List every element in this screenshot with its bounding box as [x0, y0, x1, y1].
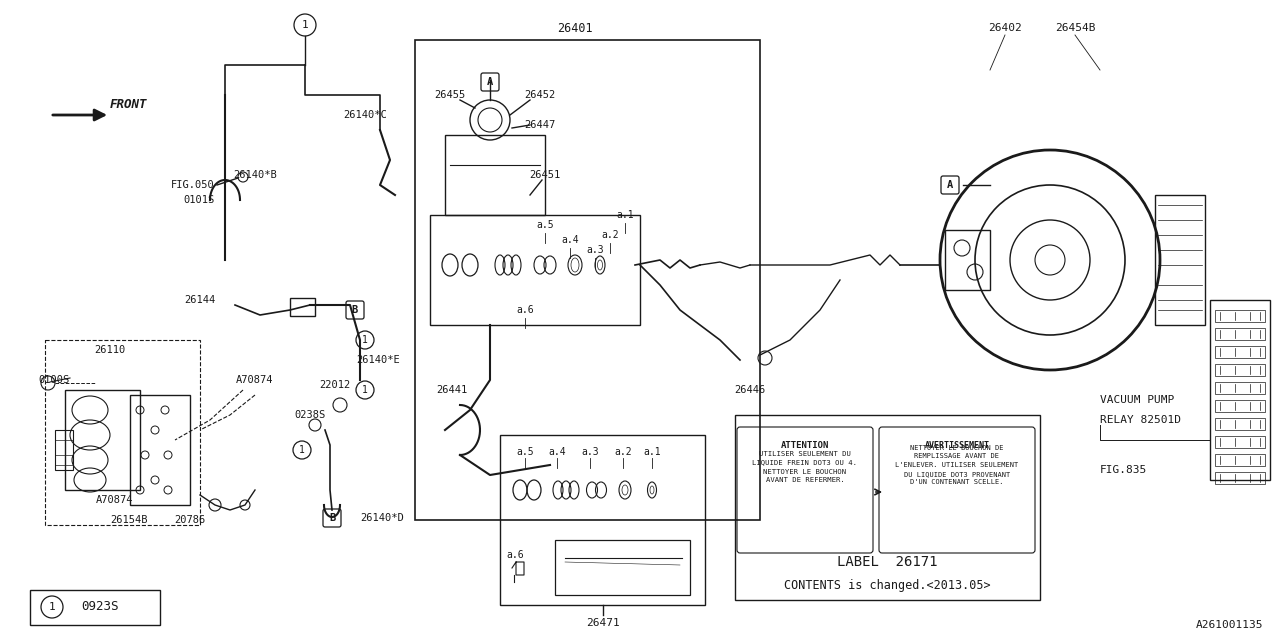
Bar: [131, 395, 189, 505]
Text: RELAY 82501D: RELAY 82501D: [1100, 415, 1181, 425]
Text: 26401: 26401: [557, 22, 593, 35]
Text: VACUUM PUMP: VACUUM PUMP: [1100, 395, 1174, 405]
Text: 26140*E: 26140*E: [356, 355, 399, 365]
Text: a.4: a.4: [561, 235, 579, 245]
Bar: [1155, 195, 1204, 325]
Text: LABEL  26171: LABEL 26171: [837, 555, 937, 569]
Text: 26110: 26110: [95, 345, 125, 355]
Text: NETTOYER LE BOUCHON DE
REMPLISSAGE AVANT DE
L'ENLEVER. UTILISER SEULEMENT
DU LIQ: NETTOYER LE BOUCHON DE REMPLISSAGE AVANT…: [896, 445, 1019, 486]
Text: a.5: a.5: [536, 220, 554, 230]
Text: FIG.050: FIG.050: [172, 180, 215, 190]
Text: 26140*B: 26140*B: [233, 170, 276, 180]
Text: AVERTISSEMENT: AVERTISSEMENT: [924, 440, 989, 449]
Text: FRONT: FRONT: [110, 99, 147, 111]
Bar: [1215, 310, 1265, 322]
Bar: [556, 540, 690, 595]
Text: 1: 1: [49, 602, 55, 612]
Text: 26452: 26452: [525, 90, 556, 100]
Bar: [1215, 364, 1265, 376]
Text: 20786: 20786: [174, 515, 206, 525]
Bar: [1215, 400, 1265, 412]
Text: 26454B: 26454B: [1055, 23, 1096, 33]
Text: 26447: 26447: [525, 120, 556, 130]
Text: B: B: [352, 305, 358, 315]
Text: 26471: 26471: [586, 618, 620, 628]
Text: 22012: 22012: [320, 380, 351, 390]
Text: 26140*C: 26140*C: [343, 110, 387, 120]
Text: a.5: a.5: [516, 447, 534, 457]
Bar: [735, 415, 1039, 600]
Text: CONTENTS is changed.<2013.05>: CONTENTS is changed.<2013.05>: [783, 579, 991, 591]
Bar: [1215, 418, 1265, 430]
Text: a.6: a.6: [506, 550, 524, 560]
Text: 0101S: 0101S: [184, 195, 215, 205]
Text: 1: 1: [362, 335, 367, 345]
Bar: [55, 430, 73, 470]
Text: a.2: a.2: [614, 447, 632, 457]
Text: A261001135: A261001135: [1197, 620, 1263, 630]
Bar: [29, 590, 160, 625]
Text: a.2: a.2: [602, 230, 618, 240]
Bar: [500, 435, 705, 605]
Text: 26154B: 26154B: [110, 515, 147, 525]
Bar: [45, 340, 200, 525]
Bar: [1215, 436, 1265, 448]
Text: a.1: a.1: [643, 447, 660, 457]
Bar: [430, 215, 640, 325]
Text: a.3: a.3: [581, 447, 599, 457]
Text: 1: 1: [362, 385, 367, 395]
Text: A70874: A70874: [237, 375, 274, 385]
Text: 26441: 26441: [436, 385, 467, 395]
Text: 26402: 26402: [988, 23, 1021, 33]
Text: FIG.835: FIG.835: [1100, 465, 1147, 475]
Text: 1: 1: [300, 445, 305, 455]
Text: 26140*D: 26140*D: [360, 513, 403, 523]
Text: ATTENTION: ATTENTION: [781, 440, 829, 449]
Text: a.3: a.3: [586, 245, 604, 255]
Bar: [945, 230, 989, 290]
Bar: [291, 298, 315, 316]
Bar: [1215, 328, 1265, 340]
Bar: [415, 40, 760, 520]
Text: A70874: A70874: [96, 495, 133, 505]
Text: 26451: 26451: [530, 170, 561, 180]
Text: 26446: 26446: [735, 385, 765, 395]
Text: 0100S: 0100S: [38, 375, 69, 385]
Text: 1: 1: [302, 20, 308, 30]
Text: a.1: a.1: [616, 210, 634, 220]
Text: 26144: 26144: [184, 295, 215, 305]
Text: 26455: 26455: [434, 90, 466, 100]
Bar: [1215, 382, 1265, 394]
Bar: [445, 135, 545, 215]
Bar: [1215, 472, 1265, 484]
Bar: [1210, 300, 1270, 480]
Bar: [65, 390, 140, 490]
Bar: [1215, 346, 1265, 358]
Bar: [1215, 454, 1265, 466]
Text: A: A: [486, 77, 493, 87]
Text: a.6: a.6: [516, 305, 534, 315]
Text: 0238S: 0238S: [294, 410, 325, 420]
Text: A: A: [947, 180, 954, 190]
Text: B: B: [329, 513, 335, 523]
Text: a.4: a.4: [548, 447, 566, 457]
Text: 0923S: 0923S: [81, 600, 119, 614]
Text: UTILISER SEULEMENT DU
LIQUIDE FREIN DOT3 OU 4.
NETTOYER LE BOUCHON
AVANT DE REFE: UTILISER SEULEMENT DU LIQUIDE FREIN DOT3…: [753, 451, 858, 483]
